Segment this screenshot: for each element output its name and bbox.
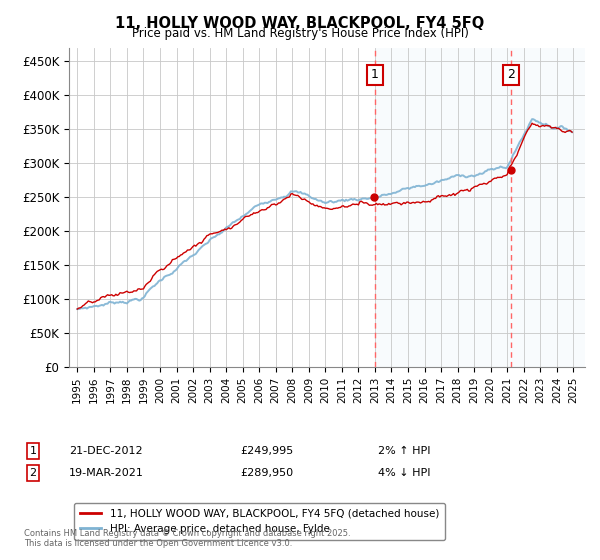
Text: 19-MAR-2021: 19-MAR-2021: [69, 468, 144, 478]
Text: Price paid vs. HM Land Registry's House Price Index (HPI): Price paid vs. HM Land Registry's House …: [131, 27, 469, 40]
Text: 4% ↓ HPI: 4% ↓ HPI: [378, 468, 431, 478]
Text: 11, HOLLY WOOD WAY, BLACKPOOL, FY4 5FQ: 11, HOLLY WOOD WAY, BLACKPOOL, FY4 5FQ: [115, 16, 485, 31]
Text: 2: 2: [29, 468, 37, 478]
Text: 1: 1: [29, 446, 37, 456]
Text: £249,995: £249,995: [240, 446, 293, 456]
Text: 2% ↑ HPI: 2% ↑ HPI: [378, 446, 431, 456]
Bar: [375, 48, 590, 367]
Text: 2: 2: [507, 68, 515, 81]
Text: Contains HM Land Registry data © Crown copyright and database right 2025.
This d: Contains HM Land Registry data © Crown c…: [24, 529, 350, 548]
Text: 1: 1: [371, 68, 379, 81]
Text: £289,950: £289,950: [240, 468, 293, 478]
Text: 21-DEC-2012: 21-DEC-2012: [69, 446, 143, 456]
Legend: 11, HOLLY WOOD WAY, BLACKPOOL, FY4 5FQ (detached house), HPI: Average price, det: 11, HOLLY WOOD WAY, BLACKPOOL, FY4 5FQ (…: [74, 503, 445, 540]
